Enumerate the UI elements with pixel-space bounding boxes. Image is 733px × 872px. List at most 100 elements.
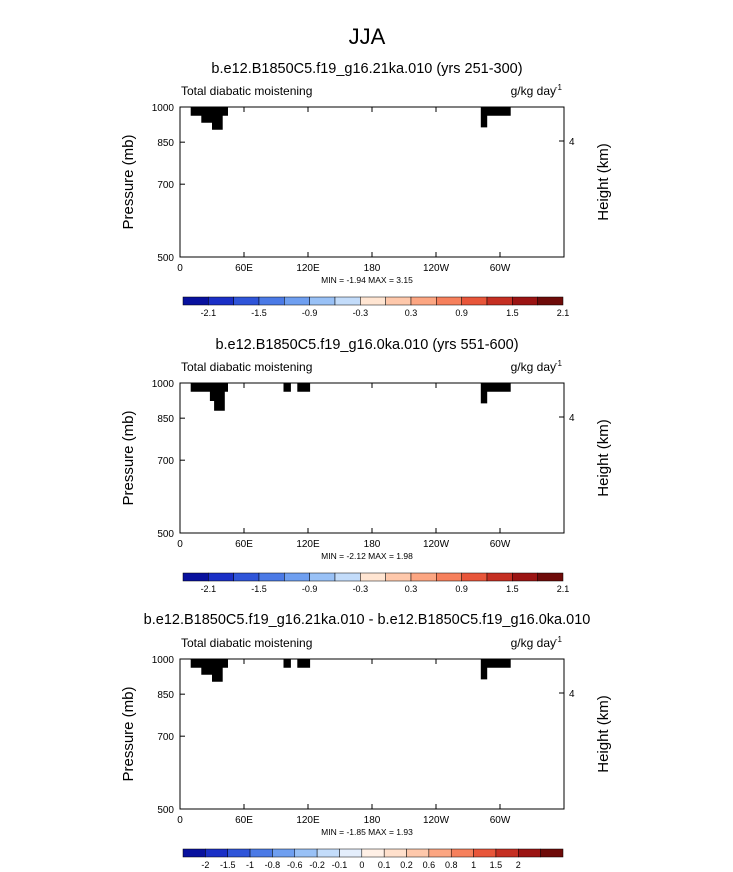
colorbar-label: -0.8 bbox=[265, 860, 281, 870]
y-tick-label: 1000 bbox=[152, 103, 175, 114]
panel-3: b.e12.B1850C5.f19_g16.21ka.010 - b.e12.B… bbox=[120, 612, 612, 870]
colorbar-label: -1.5 bbox=[251, 584, 267, 594]
y-tick-label: 500 bbox=[157, 805, 174, 816]
right-axis-label: Height (km) bbox=[595, 419, 612, 497]
panel-2: b.e12.B1850C5.f19_g16.0ka.010 (yrs 551-6… bbox=[120, 337, 612, 594]
colorbar-swatch bbox=[473, 848, 497, 858]
colorbar-swatch bbox=[233, 572, 260, 582]
x-tick-label: 120E bbox=[296, 815, 320, 826]
colorbar-swatch bbox=[540, 848, 564, 858]
colorbar-swatch bbox=[436, 572, 462, 582]
x-tick-label: 0 bbox=[177, 539, 183, 550]
colorbar-swatch bbox=[518, 848, 541, 858]
colorbar-label: -2.1 bbox=[201, 584, 217, 594]
y-tick-label: 500 bbox=[157, 529, 174, 540]
colorbar-label: -2 bbox=[201, 860, 209, 870]
colorbar-label: 1.5 bbox=[506, 308, 519, 318]
colorbar-swatch bbox=[182, 296, 209, 306]
min-max-stats: MIN = -1.94 MAX = 3.15 bbox=[321, 275, 413, 285]
y-axis-label: Pressure (mb) bbox=[120, 686, 137, 781]
colorbar-swatch bbox=[334, 572, 361, 582]
colorbar-swatch bbox=[309, 572, 336, 582]
figure-title: JJA bbox=[349, 24, 386, 49]
y-tick-label: 1000 bbox=[152, 655, 175, 666]
colorbar-swatch bbox=[360, 296, 386, 306]
colorbar: -2 -1.5 -1 -0.8 -0.6 -0.2 -0.1 0 0.1 0.2 0.6 0.8 1 1.… bbox=[182, 848, 564, 870]
x-tick-label: 60E bbox=[235, 539, 253, 550]
topography-mask bbox=[180, 107, 564, 130]
colorbar-label: -2.1 bbox=[201, 308, 217, 318]
contour-field bbox=[180, 659, 564, 682]
x-tick-label: 180 bbox=[364, 539, 381, 550]
colorbar-label: 2.1 bbox=[557, 308, 570, 318]
x-tick-label: 60W bbox=[490, 815, 511, 826]
colorbar-swatch bbox=[233, 296, 260, 306]
colorbar-swatch bbox=[428, 848, 452, 858]
colorbar-label: -0.1 bbox=[332, 860, 348, 870]
x-tick-label: 120E bbox=[296, 263, 320, 274]
colorbar-swatch bbox=[450, 848, 474, 858]
y-tick-label: 700 bbox=[157, 732, 174, 743]
min-max-stats: MIN = -1.85 MAX = 1.93 bbox=[321, 827, 413, 837]
colorbar-swatch bbox=[406, 848, 430, 858]
x-tick-label: 60W bbox=[490, 263, 511, 274]
x-tick-label: 180 bbox=[364, 263, 381, 274]
panel-units-label: g/kg day bbox=[511, 360, 556, 374]
y-tick-label: 700 bbox=[157, 180, 174, 191]
colorbar-swatch bbox=[537, 296, 564, 306]
colorbar-swatch bbox=[208, 572, 234, 582]
colorbar-swatch bbox=[495, 848, 519, 858]
panel-title: b.e12.B1850C5.f19_g16.0ka.010 (yrs 551-6… bbox=[215, 337, 518, 353]
colorbar-swatch bbox=[461, 572, 488, 582]
colorbar: -2.1 -1.5 -0.9 -0.3 0.3 0.9 1.5 2.1 bbox=[182, 296, 570, 318]
colorbar-swatch bbox=[385, 296, 412, 306]
panel-variable-label: Total diabatic moistening bbox=[181, 636, 312, 650]
y-tick-label: 850 bbox=[157, 690, 174, 701]
x-tick-label: 0 bbox=[177, 815, 183, 826]
colorbar-swatch bbox=[208, 296, 234, 306]
right-axis-label: Height (km) bbox=[595, 695, 612, 773]
y-axis-label: Pressure (mb) bbox=[120, 410, 137, 505]
colorbar-swatch bbox=[410, 296, 437, 306]
colorbar-swatch bbox=[205, 848, 228, 858]
colorbar-label: -0.9 bbox=[302, 308, 318, 318]
contour-field bbox=[180, 383, 564, 411]
panel-units-exponent: -1 bbox=[555, 83, 563, 92]
colorbar-label: -1.5 bbox=[251, 308, 267, 318]
colorbar-label: -1.5 bbox=[220, 860, 236, 870]
colorbar-label: -0.6 bbox=[287, 860, 303, 870]
colorbar-label: -0.3 bbox=[353, 584, 369, 594]
x-tick-label: 60W bbox=[490, 539, 511, 550]
colorbar-swatch bbox=[182, 848, 206, 858]
colorbar-swatch bbox=[537, 572, 564, 582]
panel-variable-label: Total diabatic moistening bbox=[181, 360, 312, 374]
topography-mask bbox=[180, 659, 564, 682]
x-tick-label: 60E bbox=[235, 815, 253, 826]
colorbar-swatch bbox=[361, 848, 385, 858]
colorbar-swatch bbox=[385, 572, 412, 582]
colorbar-label: 0.6 bbox=[423, 860, 436, 870]
colorbar-label: 0.9 bbox=[455, 308, 468, 318]
colorbar-label: 0.1 bbox=[378, 860, 391, 870]
min-max-stats: MIN = -2.12 MAX = 1.98 bbox=[321, 551, 413, 561]
plot-frame bbox=[179, 382, 565, 534]
colorbar-label: -1 bbox=[246, 860, 254, 870]
panel-title: b.e12.B1850C5.f19_g16.21ka.010 - b.e12.B… bbox=[144, 612, 591, 628]
colorbar-label: 0 bbox=[359, 860, 364, 870]
panel-1: b.e12.B1850C5.f19_g16.21ka.010 (yrs 251-… bbox=[120, 61, 612, 318]
colorbar-swatch bbox=[360, 572, 386, 582]
height-tick-label: 4 bbox=[569, 689, 575, 700]
panel-units-exponent: -1 bbox=[555, 635, 563, 644]
x-tick-label: 60E bbox=[235, 263, 253, 274]
colorbar-label: 0.3 bbox=[405, 308, 418, 318]
panel-units-label: g/kg day bbox=[511, 636, 556, 650]
colorbar-swatch bbox=[486, 572, 513, 582]
colorbar-swatch bbox=[486, 296, 513, 306]
colorbar: -2.1 -1.5 -0.9 -0.3 0.3 0.9 1.5 2.1 bbox=[182, 572, 569, 594]
x-tick-label: 120W bbox=[423, 263, 450, 274]
colorbar-label: -0.2 bbox=[309, 860, 325, 870]
colorbar-label: 0.3 bbox=[405, 584, 418, 594]
colorbar-swatch bbox=[512, 572, 538, 582]
colorbar-swatch bbox=[182, 572, 209, 582]
colorbar-swatch bbox=[316, 848, 340, 858]
